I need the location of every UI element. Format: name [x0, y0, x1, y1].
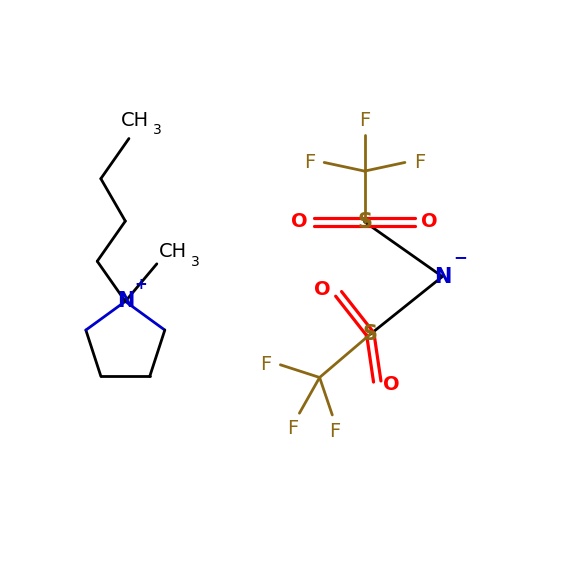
Text: O: O	[314, 280, 331, 299]
Text: +: +	[135, 276, 147, 292]
Text: F: F	[287, 419, 298, 438]
Text: 3: 3	[191, 254, 200, 268]
Text: F: F	[414, 153, 425, 172]
Text: CH: CH	[159, 242, 187, 261]
Text: F: F	[329, 421, 341, 441]
Text: S: S	[363, 324, 378, 344]
Text: O: O	[421, 212, 438, 231]
Text: F: F	[260, 355, 271, 374]
Text: F: F	[304, 153, 315, 172]
Text: −: −	[453, 248, 467, 266]
Text: O: O	[291, 212, 308, 231]
Text: N: N	[433, 267, 451, 286]
Text: CH: CH	[121, 111, 149, 130]
Text: 3: 3	[153, 123, 162, 137]
Text: F: F	[359, 111, 370, 130]
Text: N: N	[116, 292, 134, 311]
Text: S: S	[357, 212, 372, 232]
Text: O: O	[383, 375, 400, 394]
